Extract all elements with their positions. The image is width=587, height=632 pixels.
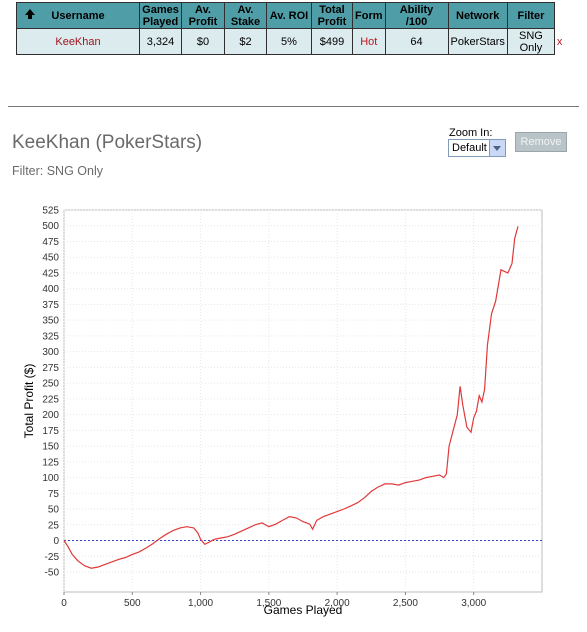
y-tick-label: 325 [42, 331, 59, 342]
ability-cell: 64 [384, 28, 449, 55]
form-cell: Hot [352, 28, 386, 55]
table-row: KeeKhan 3,324 $0 $2 5% $499 Hot 64 Poker… [16, 28, 565, 55]
x-tick-label: 1,000 [188, 598, 213, 609]
x-tick-label: 3,000 [461, 598, 486, 609]
sort-up-icon[interactable] [25, 8, 36, 19]
x-tick-label: 1,500 [256, 598, 281, 609]
player-stats-table: Username Games Played Av. Profit Av. Stake … [16, 2, 565, 55]
y-tick-label: 250 [42, 379, 59, 390]
games-played-cell: 3,324 [139, 28, 182, 55]
column-header-av-profit[interactable]: Av. Profit [181, 2, 225, 29]
y-tick-label: 300 [42, 347, 59, 358]
y-tick-label: 100 [42, 473, 59, 484]
y-axis-title: Total Profit ($) [22, 364, 36, 439]
player-title: KeeKhan (PokerStars) [12, 132, 203, 153]
av-profit-cell: $0 [181, 28, 225, 55]
y-tick-label: 125 [42, 457, 59, 468]
table-header-row: Username Games Played Av. Profit Av. Stake … [16, 2, 565, 29]
zoom-label: Zoom In: [449, 127, 493, 139]
x-tick-label: 500 [124, 598, 141, 609]
y-tick-label: 150 [42, 442, 59, 453]
remove-row-button[interactable]: x [554, 28, 565, 55]
y-tick-label: 50 [48, 505, 60, 516]
column-header-filter[interactable]: Filter [506, 2, 555, 29]
grid-lines [63, 209, 542, 592]
y-tick-label: 500 [42, 221, 59, 232]
column-header-total-profit[interactable]: Total Profit [311, 2, 353, 29]
x-tick-label: 2,500 [393, 598, 418, 609]
column-header-network[interactable]: Network [447, 2, 508, 29]
y-tick-label: 475 [42, 237, 59, 248]
profit-chart: -50 -25 0 25 50 75 100 125 150 175 200 225 250 275 300… [22, 206, 543, 617]
y-tick-label: 200 [42, 410, 59, 421]
av-roi-cell: 5% [266, 28, 312, 55]
y-tick-label: 450 [42, 253, 59, 264]
x-axis-title: Games Played [264, 603, 343, 617]
y-tick-label: 275 [42, 363, 59, 374]
y-tick-label: 525 [42, 206, 59, 217]
av-stake-cell: $2 [224, 28, 267, 55]
y-tick-label: 75 [48, 489, 60, 500]
zoom-selected-value: Default [452, 142, 487, 154]
network-cell: PokerStars [447, 28, 508, 55]
x-tick-label: 0 [61, 598, 67, 609]
series-line-total-profit [63, 226, 519, 569]
zoom-select[interactable]: Default [448, 139, 506, 157]
y-axis-ticks: -50 -25 0 25 50 75 100 125 150 175 200 225 250 275 300… [42, 206, 59, 579]
y-tick-label: -50 [45, 568, 60, 579]
remove-button[interactable]: Remove [515, 132, 567, 152]
column-header-av-stake[interactable]: Av. Stake [224, 2, 267, 29]
y-tick-label: 175 [42, 426, 59, 437]
filter-label: Filter: SNG Only [12, 164, 103, 178]
section-divider [8, 106, 579, 107]
column-header-form[interactable]: Form [352, 2, 386, 29]
x-tick-label: 2,000 [325, 598, 350, 609]
y-tick-label: 225 [42, 394, 59, 405]
filter-cell: SNG Only [506, 28, 555, 55]
x-axis-ticks: 0 500 1,000 1,500 2,000 2,500 3,000 [61, 592, 487, 609]
plot-area [63, 209, 543, 593]
column-header-ability[interactable]: Ability /100 [384, 2, 449, 29]
column-header-username[interactable]: Username [16, 2, 140, 29]
chevron-down-icon[interactable] [489, 140, 505, 156]
total-profit-cell: $499 [311, 28, 353, 55]
username-link[interactable]: KeeKhan [16, 28, 140, 55]
y-tick-label: 425 [42, 268, 59, 279]
column-header-games-played[interactable]: Games Played [139, 2, 182, 29]
y-tick-label: 350 [42, 316, 59, 327]
y-tick-label: -25 [45, 552, 60, 563]
y-tick-label: 0 [53, 536, 59, 547]
column-header-av-roi[interactable]: Av. ROI [266, 2, 312, 29]
y-tick-label: 25 [48, 520, 60, 531]
y-tick-label: 400 [42, 284, 59, 295]
y-tick-label: 375 [42, 300, 59, 311]
